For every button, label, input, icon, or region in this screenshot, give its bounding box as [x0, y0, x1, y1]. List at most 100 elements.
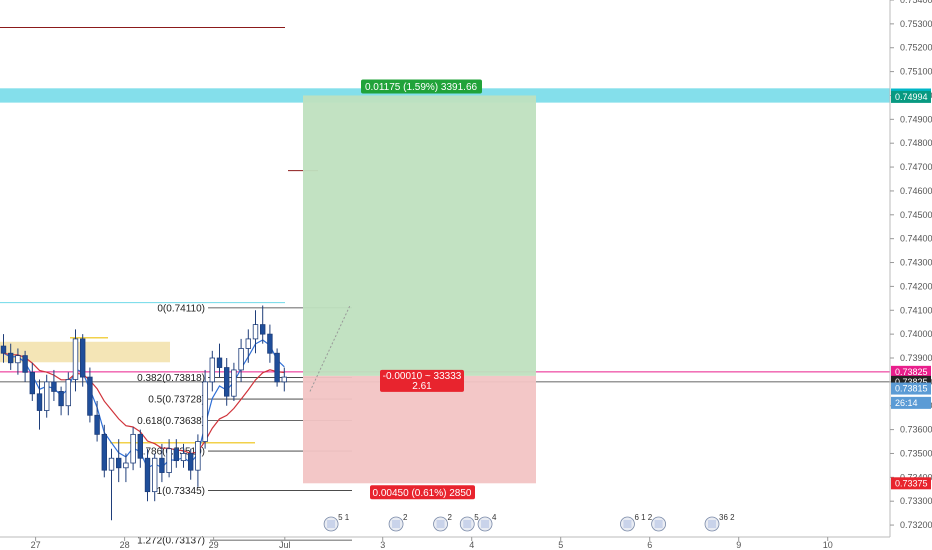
y-tick-label: 0.73500	[900, 448, 932, 458]
price-tag-bg	[891, 396, 931, 409]
price-tag-label: 0.73375	[895, 478, 928, 488]
event-flag-glyph	[436, 520, 445, 528]
candlesticks	[0, 305, 287, 521]
x-tick-label: 28	[120, 540, 130, 550]
x-tick-label: 9	[736, 540, 741, 550]
price-tag-label: 0.73825	[895, 367, 928, 377]
y-tick-label: 0.73200	[900, 520, 932, 530]
moving-averages	[3, 339, 285, 469]
candle-bear	[29, 371, 35, 395]
candle-bear	[87, 376, 93, 416]
candle-bull	[209, 357, 215, 383]
price-tag-bg	[891, 90, 931, 103]
candle-bull	[281, 376, 287, 383]
ema-slow-line	[3, 352, 285, 455]
target-label-bg	[361, 79, 482, 94]
stop-label: 0.00450 (0.61%) 2850	[373, 488, 472, 499]
candle-bull	[44, 381, 50, 411]
y-tick-label: 0.73300	[900, 496, 932, 506]
candle-bear	[7, 352, 14, 364]
candle-bull	[130, 433, 136, 464]
event-flag-glyph	[708, 520, 716, 528]
candle-bear	[101, 433, 107, 471]
price-tag-bg	[891, 477, 931, 490]
x-tick-label: 27	[31, 540, 41, 550]
target-zone	[303, 95, 536, 376]
long-position-tool[interactable]: 0.01175 (1.59%) 3391.66 0.00450 (0.61%) 2…	[303, 79, 536, 500]
candle-bear	[0, 345, 7, 354]
candle-bull	[72, 338, 79, 380]
candle-bear	[187, 453, 194, 471]
zones	[0, 26, 890, 444]
y-tick-label: 0.74600	[900, 186, 932, 196]
event-flag-glyph	[463, 520, 472, 528]
x-tick-label: 3	[380, 540, 385, 550]
y-tick-label: 0.74400	[900, 234, 932, 244]
candle-bear	[36, 393, 43, 411]
event-flag-label: 6 1 2	[634, 513, 652, 522]
event-flag-glyph	[654, 520, 663, 528]
y-tick-label: 0.74500	[900, 210, 932, 220]
candle-bull	[238, 348, 244, 371]
candle-bull	[195, 441, 201, 471]
candle-bear	[58, 391, 64, 407]
fib-level-label: 1.272(0.73137)	[137, 536, 205, 547]
ema-fast-line	[3, 339, 285, 469]
target-band	[0, 88, 890, 103]
candle-bull	[231, 369, 237, 397]
y-tick-label: 0.74700	[900, 162, 932, 172]
fib-level-label: 0.5(0.73728)	[148, 395, 205, 406]
center-label-2: 2.61	[412, 381, 432, 392]
y-tick-label: 0.75400	[900, 0, 932, 5]
y-tick-label: 0.74900	[900, 114, 932, 124]
y-tick-label: 0.74000	[900, 329, 932, 339]
candle-bear	[94, 414, 100, 435]
candle-bear	[80, 338, 86, 378]
price-tag-bg	[891, 365, 931, 378]
event-flag-label: 5	[474, 513, 479, 522]
candle-bear	[51, 381, 57, 392]
y-tick-label: 0.75100	[900, 67, 932, 77]
candle-bear	[216, 357, 223, 368]
center-label-bg	[380, 369, 464, 392]
economic-event-flags[interactable]: 5 1 2 2 5 4 6 1 2 36 2	[323, 513, 735, 532]
event-flag-label: 2	[448, 513, 453, 522]
y-tick-label: 0.75300	[900, 19, 932, 29]
candle-bear	[267, 333, 273, 354]
price-tag-label: 0.73825	[895, 377, 928, 387]
event-flag-glyph	[327, 520, 336, 528]
x-axis: 27 28 29 Jul 3 4 5 6 9 10	[0, 536, 890, 550]
candle-bull	[245, 338, 251, 349]
candle-bull	[166, 448, 172, 473]
price-tag-label: 0.74994	[895, 92, 928, 102]
x-tick-label: 29	[209, 540, 219, 550]
candle-bear	[137, 433, 143, 459]
y-tick-label: 0.74800	[900, 138, 932, 148]
candle-bear	[159, 457, 165, 473]
candle-bull	[202, 381, 208, 442]
candle-bull	[108, 457, 115, 471]
candle-bear	[144, 457, 151, 493]
stop-label-bg	[370, 485, 475, 500]
event-flag-label: 4	[492, 513, 497, 522]
candle-bull	[151, 457, 158, 493]
price-tags: 0.750040.750000.749940.738250.738250.738…	[891, 88, 931, 490]
event-flag-glyph	[392, 520, 401, 528]
candle-bull	[252, 324, 259, 340]
y-tick-label: 0.73900	[900, 353, 932, 363]
fib-level-label: 0.618(0.73638)	[137, 416, 205, 427]
y-tick-label: 0.75200	[900, 43, 932, 53]
candle-bear	[173, 448, 179, 462]
candle-bull	[15, 355, 21, 364]
fib-level-label: 1(0.73345)	[157, 486, 205, 497]
candle-bear	[22, 355, 28, 373]
event-flag-label: 5 1	[338, 513, 350, 522]
event-flag-label: 36 2	[719, 513, 735, 522]
event-flag-glyph	[481, 520, 490, 528]
x-tick-label: 6	[647, 540, 652, 550]
candle-bear	[116, 457, 122, 469]
event-flag-label: 2	[403, 513, 408, 522]
price-tag-bg	[891, 382, 931, 395]
y-tick-label: 0.74300	[900, 258, 932, 268]
